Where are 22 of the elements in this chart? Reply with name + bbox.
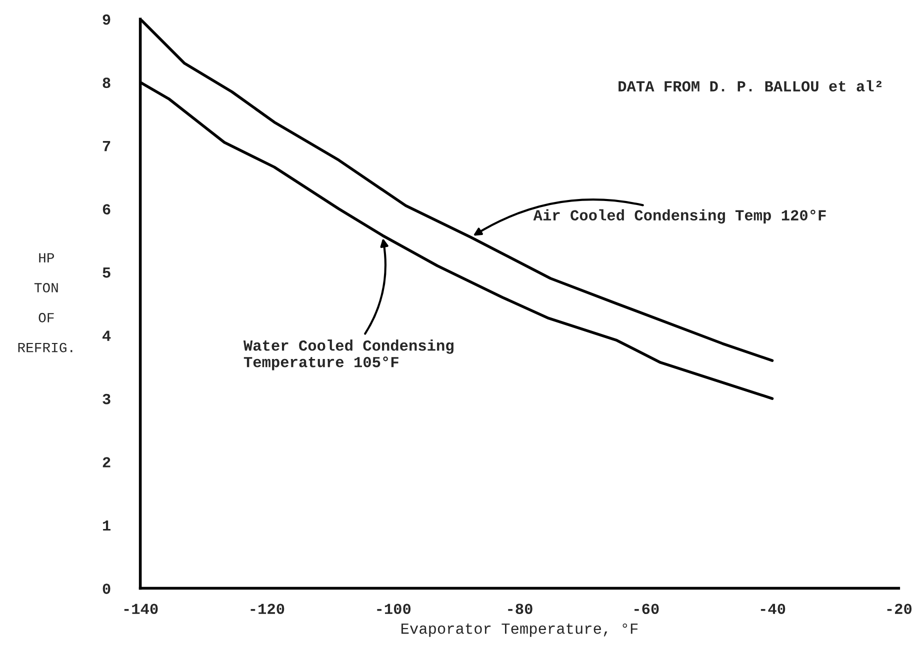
annotation: Water Cooled Condensing Temperature 105°F xyxy=(243,340,454,370)
y-tick-label: 9 xyxy=(102,14,110,25)
annotation: Air Cooled Condensing Temp 120°F xyxy=(533,209,826,224)
y-tick-label: 2 xyxy=(102,457,110,468)
x-tick-label: -120 xyxy=(250,604,284,614)
annotation: DATA FROM D. P. BALLOU et al² xyxy=(618,80,882,92)
x-tick-label: -40 xyxy=(760,604,786,614)
y-tick-label: 7 xyxy=(102,141,110,152)
x-tick-label: -20 xyxy=(887,604,912,614)
y-tick-label: 0 xyxy=(102,584,110,594)
x-tick-label: -60 xyxy=(634,604,659,614)
y-tick-label: 3 xyxy=(102,394,110,404)
x-axis-title: Evaporator Temperature, °F xyxy=(401,623,638,637)
y-tick-label: 8 xyxy=(102,78,110,88)
y-tick-label: 5 xyxy=(102,268,110,278)
y-tick-label: 6 xyxy=(102,204,110,214)
y-tick-label: 1 xyxy=(102,520,110,531)
text: HP TON OF REFRIG. xyxy=(18,253,72,352)
x-tick-label: -100 xyxy=(377,604,411,614)
x-tick-label: -80 xyxy=(508,604,532,614)
x-tick-label: -140 xyxy=(124,604,158,614)
y-tick-label: 4 xyxy=(102,330,111,341)
